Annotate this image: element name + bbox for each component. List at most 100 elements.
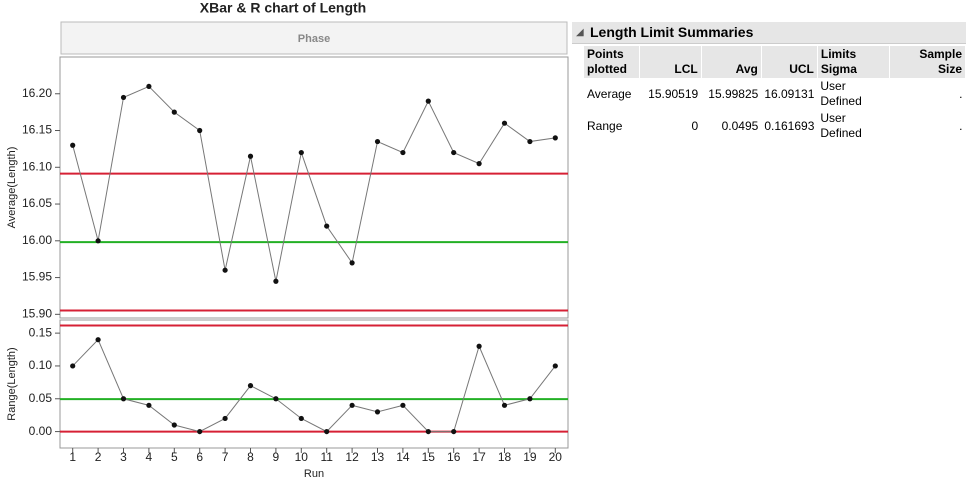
data-point [171,422,177,428]
data-point [349,402,355,408]
data-point [527,138,533,145]
x-tick-label: 9 [273,450,280,464]
data-point [273,278,279,284]
summary-table: Points plotted LCL Avg UCL Limits Sigma Sampl… [584,46,966,142]
data-point [501,120,508,126]
table-cell: 15.99825 [708,86,759,101]
x-tick-label: 11 [320,450,333,464]
data-point [451,149,457,156]
y-tick-label: 15.95 [22,270,52,284]
x-tick-label: 3 [120,450,127,464]
data-point [552,135,558,141]
x-tick-label: 2 [95,450,102,464]
y-tick-label: 16.15 [22,123,52,137]
data-point [324,223,330,229]
data-point [374,138,381,145]
data-point [146,402,152,408]
table-row: Average 15.90519 15.99825 16.09131 User Defi… [584,78,966,110]
column-header: Points plotted [584,46,640,78]
phase-label: Phase [298,33,330,45]
table-cell: 0.0495 [721,118,759,133]
data-point [95,238,101,244]
data-point [425,98,431,104]
data-point [171,109,177,115]
data-point [476,161,482,167]
data-line [72,85,556,282]
data-point [247,383,254,389]
table-cell: 15.90519 [648,86,699,101]
y-axis-label: Average(Length) [6,147,18,229]
x-tick-label: 17 [472,450,486,464]
x-tick-label: 16 [447,450,461,464]
x-tick-label: 13 [371,450,385,464]
table-cell: 16.09131 [764,86,815,101]
column-header: Sample Size [889,46,966,78]
column-header: Limits Sigma [817,46,890,78]
x-tick-label: 4 [146,450,153,464]
y-tick-label: 15.90 [22,306,52,320]
data-point [451,428,457,435]
table-cell: Range [587,118,623,133]
data-point [247,153,254,159]
data-point [197,127,203,134]
y-tick-label: 0.15 [29,325,53,339]
data-point [374,409,381,415]
limit-summary: ◢ Length Limit Summaries Points plotted LC… [572,22,966,142]
table-cell: Average [587,86,632,101]
data-point [501,402,508,408]
data-point [324,428,330,435]
data-point [146,83,152,90]
table-cell: . [959,118,963,133]
y-tick-label: 16.10 [22,159,52,173]
data-point [298,415,304,422]
data-point [349,260,355,266]
y-tick-label: 0.00 [29,424,53,438]
x-tick-label: 10 [295,450,309,464]
table-cell: . [959,86,963,101]
plot-frame [59,56,569,319]
data-point [222,415,228,422]
x-tick-label: 19 [523,450,537,464]
table-cell: 0 [691,118,699,133]
data-point [70,142,76,148]
phase-box [60,21,568,55]
x-tick-label: 20 [549,450,563,464]
y-tick-label: 16.20 [22,86,52,100]
x-tick-label: 1 [69,450,76,464]
table-cell: 0.161693 [764,118,815,133]
data-point [197,428,203,435]
data-point [298,149,304,156]
summary-title: Length Limit Summaries [590,24,754,40]
data-point [120,94,127,101]
x-tick-label: 8 [247,450,254,464]
data-point [400,149,406,156]
x-tick-label: 7 [222,450,229,464]
table-cell: User Defined [820,79,862,108]
data-point [476,343,482,349]
y-tick-label: 16.05 [22,196,52,210]
y-axis-label: Range(Length) [6,347,18,420]
chart-title: XBar & R chart of Length [200,0,366,16]
y-tick-label: 0.10 [29,358,53,372]
y-tick-label: 16.00 [22,233,52,247]
x-tick-label: 18 [498,450,512,464]
data-point [425,428,431,435]
data-point [273,396,279,402]
data-point [120,396,127,402]
x-tick-label: 14 [396,450,410,464]
plot-frame [59,319,569,449]
data-point [95,337,101,343]
x-tick-label: 6 [196,450,203,464]
data-point [70,363,76,369]
data-point [222,267,228,273]
data-point [527,396,533,402]
data-line [72,338,556,433]
x-axis-label: Run [304,468,324,480]
table-row: Range 0 0.0495 0.161693 User Defined. [584,110,966,142]
data-point [400,402,406,408]
summary-header[interactable]: ◢ Length Limit Summaries [572,22,966,44]
x-tick-label: 15 [422,450,436,464]
x-tick-label: 12 [345,450,359,464]
